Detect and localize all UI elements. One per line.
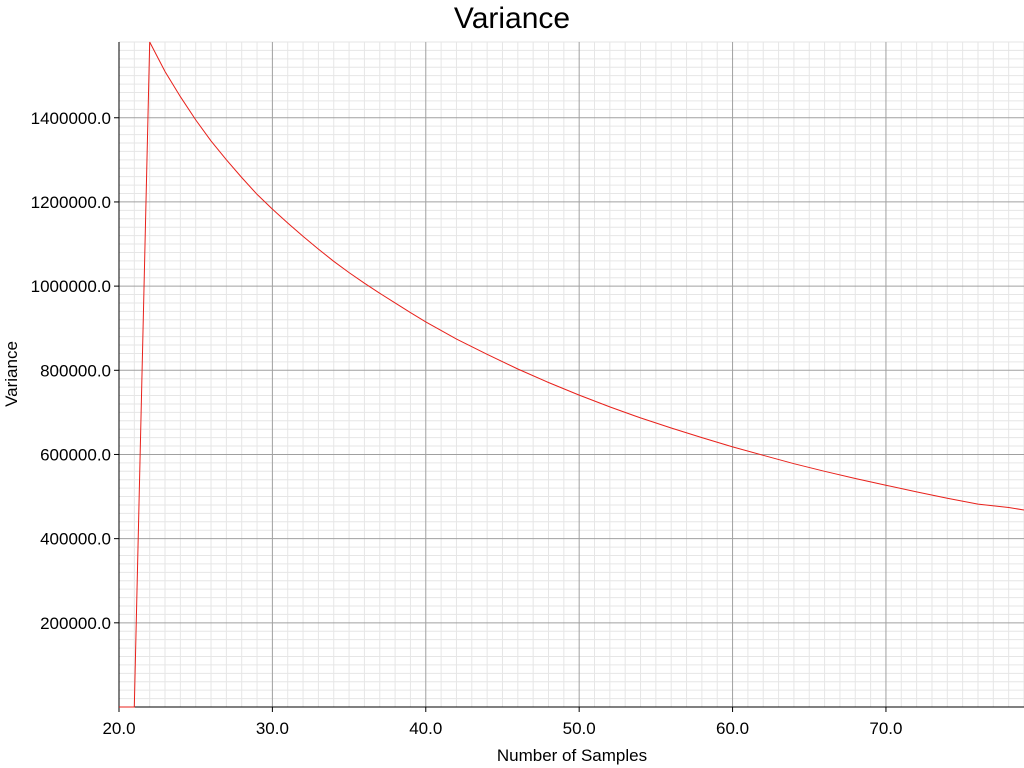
x-tick-label: 70.0: [869, 719, 902, 738]
y-tick-label: 1200000.0: [31, 193, 111, 212]
x-tick-label: 20.0: [102, 719, 135, 738]
series-line-variance: [119, 41, 1024, 708]
axes: [114, 42, 1024, 712]
minor-grid: [119, 41, 1024, 707]
y-tick-label: 600000.0: [40, 445, 111, 464]
x-tick-label: 60.0: [716, 719, 749, 738]
y-tick-labels: 200000.0 400000.0 600000.0 800000.0 1000000.…: [31, 109, 111, 633]
y-tick-label: 200000.0: [40, 614, 111, 633]
x-tick-label: 40.0: [409, 719, 442, 738]
y-tick-label: 1000000.0: [31, 277, 111, 296]
x-tick-label: 50.0: [563, 719, 596, 738]
y-tick-label: 1400000.0: [31, 109, 111, 128]
chart-title: Variance: [453, 2, 571, 35]
x-tick-label: 30.0: [256, 719, 289, 738]
x-tick-labels: 20.0 30.0 40.0 50.0 60.0 70.0: [102, 719, 902, 738]
y-tick-label: 400000.0: [40, 530, 111, 549]
y-tick-label: 800000.0: [40, 361, 111, 380]
major-grid: [118, 42, 1024, 707]
series-group: [119, 41, 1024, 708]
x-axis-label: Number of Samples: [496, 746, 648, 765]
